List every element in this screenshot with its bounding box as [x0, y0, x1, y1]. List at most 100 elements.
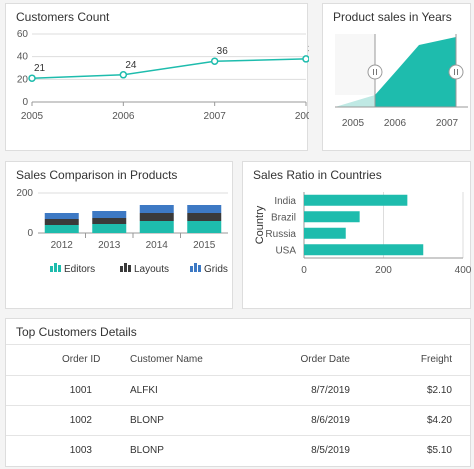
bar-grids: [187, 205, 222, 213]
x-tick-label: 2013: [98, 240, 121, 251]
product-sales-card: Product sales in Years 2005 2006 2007: [322, 3, 471, 151]
y-tick-label: 0: [27, 228, 33, 239]
right-thumb-handle[interactable]: [448, 64, 464, 80]
area-faded-left: [335, 95, 375, 107]
legend-icon: [58, 265, 61, 272]
y-tick-label: USA: [275, 245, 296, 256]
series-line: [31, 58, 307, 79]
sales-comparison-chart: 0 200 2012 2013 2014 2015 Editors Layouts Grids: [16, 188, 228, 275]
data-point: [302, 55, 309, 63]
bar-usa: [304, 244, 424, 256]
bar-layouts: [139, 213, 174, 221]
header-order-date[interactable]: Order Date: [300, 354, 350, 365]
sales-ratio-chart: 0 200 400 India Brazil Russia USA Country: [254, 192, 472, 276]
cell-freight: $4.20: [426, 415, 452, 426]
customers-count-card: Customers Count 0 20 40 60 2005 2006 2007 2008 2…: [5, 3, 309, 151]
legend-icon: [54, 263, 57, 272]
x-tick-label: 2006: [384, 118, 407, 129]
x-tick-label: 2015: [193, 240, 216, 251]
data-label: 38: [308, 44, 309, 55]
legend-item-grids[interactable]: Grids: [190, 263, 228, 275]
bar-layouts: [92, 218, 127, 224]
cell-order-id: 1002: [69, 415, 92, 426]
product-sales-title: Product sales in Years: [333, 10, 452, 24]
data-point: [28, 74, 36, 82]
sales-comparison-title: Sales Comparison in Products: [16, 168, 178, 182]
bar-grids: [139, 205, 174, 213]
top-customers-title: Top Customers Details: [16, 325, 137, 339]
legend-icon: [190, 266, 193, 272]
cell-order-date: 8/6/2019: [311, 415, 350, 426]
legend-icon: [194, 263, 197, 272]
legend-icon: [124, 263, 127, 272]
x-tick-label: 2005: [21, 111, 44, 122]
unselected-region: [335, 34, 375, 95]
y-tick-label: 60: [17, 29, 29, 40]
y-tick-label: 20: [17, 74, 29, 85]
bar-grids: [44, 213, 79, 219]
cell-customer-name: ALFKI: [130, 385, 158, 396]
legend-item-layouts[interactable]: Layouts: [120, 263, 169, 275]
data-label: 24: [125, 60, 137, 71]
legend-label: Editors: [64, 264, 95, 275]
legend-icon: [128, 265, 131, 272]
cell-customer-name: BLONP: [130, 415, 164, 426]
data-point: [210, 57, 219, 65]
legend-label: Grids: [204, 264, 228, 275]
y-axis-title: Country: [254, 205, 266, 244]
y-tick-label: Russia: [265, 229, 296, 240]
y-tick-label: Brazil: [271, 212, 296, 223]
x-tick-label: 2014: [146, 240, 169, 251]
sales-ratio-title: Sales Ratio in Countries: [253, 168, 382, 182]
cell-order-id: 1001: [69, 385, 92, 396]
bar-russia: [304, 227, 346, 239]
bar-layouts: [44, 219, 79, 225]
y-tick-label: 40: [17, 52, 29, 63]
header-customer-name[interactable]: Customer Name: [130, 354, 203, 365]
bar-india: [304, 194, 408, 206]
legend-item-editors[interactable]: Editors: [50, 263, 95, 275]
data-label: 36: [217, 46, 229, 57]
x-tick-label: 2012: [51, 240, 74, 251]
x-tick-label: 2007: [436, 118, 459, 129]
cell-order-date: 8/5/2019: [311, 445, 350, 456]
top-customers-card: Top Customers Details Order ID Customer …: [5, 318, 471, 467]
product-sales-chart: 2005 2006 2007: [335, 34, 468, 129]
customers-count-title: Customers Count: [16, 10, 110, 24]
table-header: Order ID Customer Name Order Date Freigh…: [6, 344, 470, 374]
sales-comparison-card: Sales Comparison in Products 0 200 2012 201…: [5, 161, 233, 309]
x-tick-label: 2005: [342, 118, 365, 129]
legend-label: Layouts: [134, 264, 169, 275]
table-row[interactable]: 1003 BLONP 8/5/2019 $5.10: [6, 435, 470, 465]
cell-customer-name: BLONP: [130, 445, 164, 456]
x-tick-label: 200: [375, 265, 392, 276]
bar-editors: [187, 221, 222, 233]
left-thumb-handle[interactable]: [367, 64, 383, 80]
legend-icon: [50, 266, 53, 272]
table-row[interactable]: 1001 ALFKI 8/7/2019 $2.10: [6, 375, 470, 405]
y-tick-label: 0: [22, 97, 28, 108]
bar-editors: [92, 224, 127, 233]
x-tick-label: 2008: [295, 111, 309, 122]
sales-ratio-card: Sales Ratio in Countries 0 200 400 India Bra…: [242, 161, 472, 309]
bar-editors: [139, 221, 174, 233]
legend-icon: [120, 266, 123, 272]
area-series: [375, 37, 456, 107]
bar-brazil: [304, 211, 360, 223]
cell-order-id: 1003: [69, 445, 92, 456]
cell-freight: $5.10: [426, 445, 452, 456]
cell-freight: $2.10: [426, 385, 452, 396]
x-tick-label: 2007: [204, 111, 227, 122]
x-tick-label: 0: [301, 265, 307, 276]
y-tick-label: India: [274, 196, 296, 207]
x-tick-label: 400: [455, 265, 472, 276]
data-point: [119, 71, 128, 79]
table-row[interactable]: 1002 BLONP 8/6/2019 $4.20: [6, 405, 470, 435]
data-label: 21: [34, 63, 46, 74]
bar-grids: [92, 211, 127, 218]
header-freight[interactable]: Freight: [420, 354, 452, 365]
customers-count-chart: 0 20 40 60 2005 2006 2007 2008 21 24 36 38: [17, 29, 309, 122]
y-tick-label: 200: [16, 188, 33, 199]
legend-icon: [198, 265, 201, 272]
header-order-id[interactable]: Order ID: [62, 354, 101, 365]
